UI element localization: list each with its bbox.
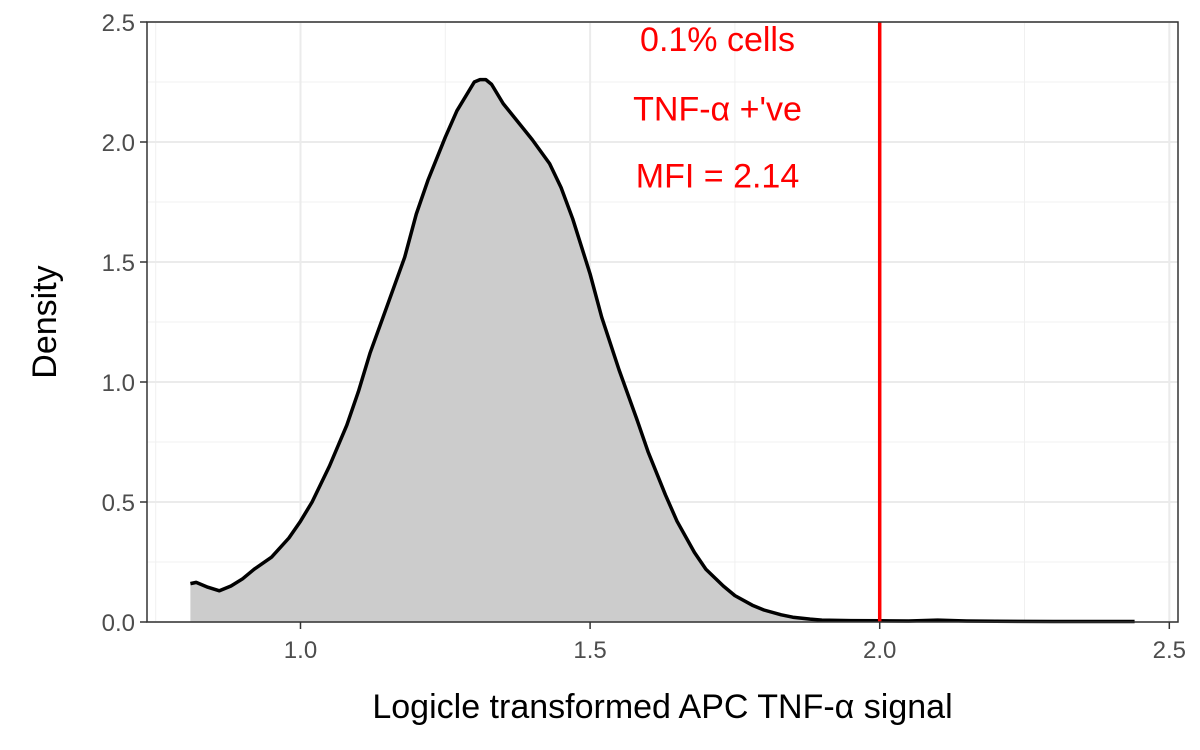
plot-border <box>146 21 1179 623</box>
annotation-line-2: TNF-α +'ve <box>633 90 802 128</box>
x-tick-label: 2.0 <box>863 637 896 664</box>
x-tick-label: 1.5 <box>573 637 606 664</box>
y-axis-title: Density <box>26 265 64 378</box>
y-axis: 0.0 0.5 1.0 1.5 2.0 2.5 <box>102 10 147 637</box>
x-axis: 1.0 1.5 2.0 2.5 <box>284 622 1186 664</box>
annotation-group: 0.1% cells TNF-α +'ve MFI = 2.14 <box>633 21 802 196</box>
x-tick-label: 1.0 <box>284 637 317 664</box>
density-curve <box>190 77 1135 624</box>
y-tick-label: 1.5 <box>102 250 135 277</box>
x-axis-title: Logicle transformed APC TNF-α signal <box>372 688 952 726</box>
y-tick-label: 2.0 <box>102 130 135 157</box>
y-tick-label: 0.0 <box>102 610 135 637</box>
y-tick-label: 1.0 <box>102 370 135 397</box>
density-area <box>190 79 1135 623</box>
annotation-line-1: 0.1% cells <box>640 21 795 59</box>
annotation-line-3: MFI = 2.14 <box>636 158 799 196</box>
x-tick-label: 2.5 <box>1153 637 1186 664</box>
y-tick-label: 2.5 <box>102 10 135 37</box>
y-tick-label: 0.5 <box>102 490 135 517</box>
